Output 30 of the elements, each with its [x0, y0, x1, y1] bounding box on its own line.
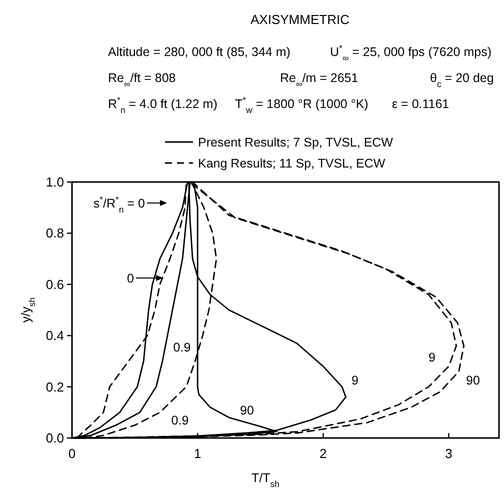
text: R$^{*}$$_{n}$ = 4.0 ft (1.22 m)	[108, 95, 218, 115]
text: T$^{*}$$_{w}$ = 1800 °R (1000 °K)	[235, 95, 368, 115]
legend-label: Present Results; 7 Sp, TVSL, ECW	[198, 136, 394, 150]
y-tick-label: 0.8	[46, 226, 64, 241]
annotation: 0.9	[171, 414, 189, 428]
annotation: s$^{*}$/R$^{*}$$_{n}$ = 0	[93, 194, 146, 214]
text: ε = 0.1161	[392, 97, 450, 111]
chart-title: AXISYMMETRIC	[250, 12, 350, 27]
x-tick-label: 1	[194, 446, 202, 461]
text: Re$_{∞}$/ft = 808	[108, 71, 176, 89]
text: Altitude = 280, 000 ft (85, 344 m)	[108, 45, 290, 59]
y-tick-label: 0.6	[46, 276, 64, 292]
annotation: 9	[352, 374, 359, 388]
annotation: 0	[127, 272, 134, 286]
text: θ$_{c}$ = 20 deg	[430, 71, 494, 89]
y-tick-label: 0.4	[46, 328, 64, 344]
annotation: 0.9	[173, 340, 191, 354]
annotation: 90	[466, 374, 480, 388]
x-tick-label: 0	[68, 446, 76, 461]
x-tick-label: 3	[445, 446, 452, 461]
x-tick-label: 2	[320, 446, 327, 461]
y-tick-label: 0.2	[46, 379, 64, 394]
y-tick-label: 0.0	[46, 430, 64, 446]
annotation: 9	[428, 350, 436, 364]
text: U$^{*}$$_{∞}$ = 25, 000 fps (7620 mps)	[330, 43, 492, 63]
annotation: 90	[240, 404, 254, 418]
text: Re$_{∞}$/m = 2651	[280, 71, 358, 89]
y-tick-label: 1.0	[46, 174, 64, 190]
x-axis-title: T/T$_{sh}$	[252, 471, 280, 489]
legend-label: Kang Results; 11 Sp, TVSL, ECW	[198, 156, 386, 170]
